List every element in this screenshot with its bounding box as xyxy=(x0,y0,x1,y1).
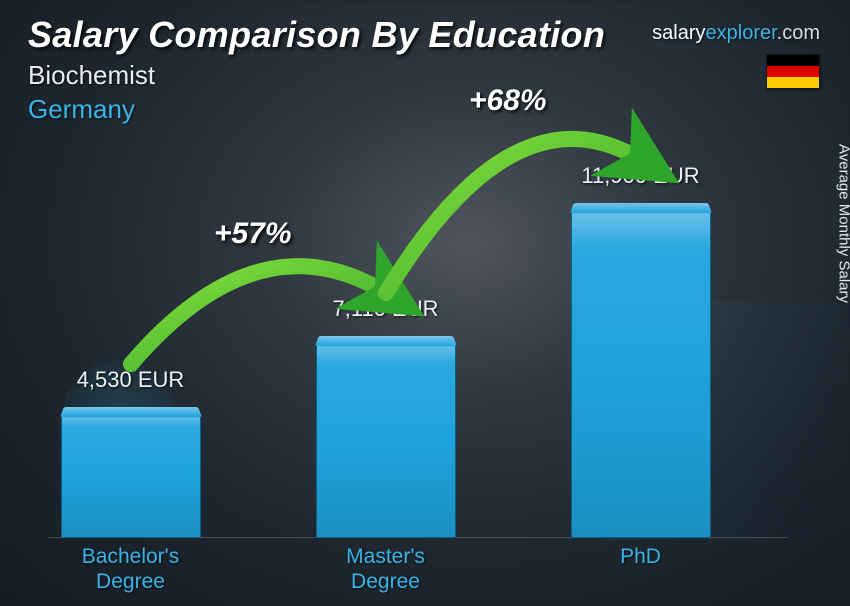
infographic-stage: Salary Comparison By Education Biochemis… xyxy=(0,0,850,606)
bar-value-label: 11,900 EUR xyxy=(581,163,699,189)
job-subtitle: Biochemist xyxy=(28,60,155,91)
page-title: Salary Comparison By Education xyxy=(28,14,605,56)
bar-top-bevel xyxy=(60,407,202,417)
bar-category-label: Bachelor's Degree xyxy=(82,544,179,594)
y-axis-label: Average Monthly Salary xyxy=(836,144,850,303)
flag-stripe-red xyxy=(767,66,819,77)
bar-chart: 4,530 EURBachelor's Degree 7,110 EURMaste… xyxy=(48,158,788,538)
brand-word: explorer xyxy=(706,22,777,44)
bar: 7,110 EUR xyxy=(316,341,456,538)
germany-flag xyxy=(766,54,820,89)
bar-top-bevel xyxy=(315,336,457,346)
bar-group: 7,110 EURMaster's Degree xyxy=(303,341,468,538)
bar-face xyxy=(572,209,710,537)
bar: 4,530 EUR xyxy=(61,412,201,538)
percent-increase-label: +57% xyxy=(214,217,292,251)
bar-group: 4,530 EURBachelor's Degree xyxy=(48,412,213,538)
bar-category-label: Master's Degree xyxy=(346,544,425,594)
flag-stripe-black xyxy=(767,55,819,66)
bar-value-label: 4,530 EUR xyxy=(77,367,185,393)
bar-top-bevel xyxy=(570,203,712,213)
brand-link[interactable]: salaryexplorer.com xyxy=(652,22,820,45)
brand-prefix: salary xyxy=(652,22,705,44)
bar-face xyxy=(317,342,455,537)
bar-face xyxy=(62,413,200,537)
bar-category-label: PhD xyxy=(620,544,661,569)
country-subtitle: Germany xyxy=(28,94,135,125)
flag-stripe-gold xyxy=(767,77,819,88)
bar: 11,900 EUR xyxy=(571,208,711,538)
brand-suffix: .com xyxy=(777,22,820,44)
bar-value-label: 7,110 EUR xyxy=(333,296,439,322)
bar-group: 11,900 EURPhD xyxy=(558,208,723,538)
percent-increase-label: +68% xyxy=(469,84,547,118)
